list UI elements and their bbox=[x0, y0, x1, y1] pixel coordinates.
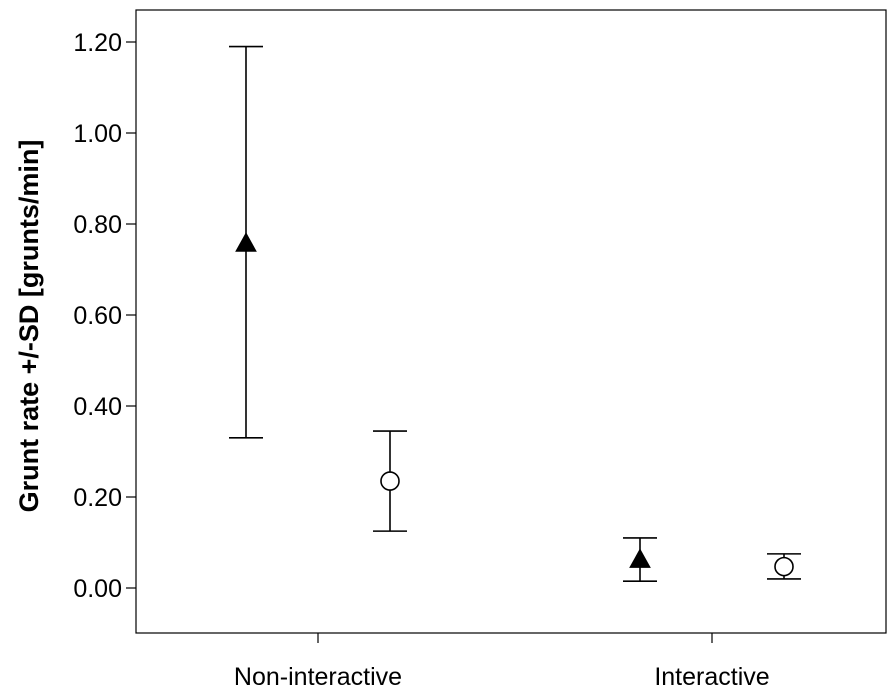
y-tick-label: 0.80 bbox=[73, 211, 122, 239]
y-tick-label: 0.00 bbox=[73, 575, 122, 603]
x-tick-label-interactive: Interactive bbox=[654, 663, 769, 691]
marker-circle bbox=[380, 471, 400, 491]
y-axis: 0.00 0.20 0.40 0.60 0.80 1.00 1.20 bbox=[73, 29, 136, 603]
marker-triangle bbox=[629, 548, 651, 568]
y-tick-label: 0.40 bbox=[73, 393, 122, 421]
y-tick-label: 0.60 bbox=[73, 302, 122, 330]
error-bar-series-1-point-2 bbox=[623, 537, 657, 582]
error-bar-series-1-point-1 bbox=[229, 45, 263, 439]
plot-frame bbox=[135, 9, 887, 634]
y-tick-label: 1.00 bbox=[73, 120, 122, 148]
marker-triangle bbox=[235, 232, 257, 252]
error-bar-series-2-point-1 bbox=[373, 430, 407, 532]
data-marks bbox=[229, 45, 801, 582]
marker-circle bbox=[774, 556, 794, 577]
x-tick-label-non-interactive: Non-interactive bbox=[234, 663, 402, 691]
y-tick-label: 1.20 bbox=[73, 29, 122, 57]
error-bar-series-2-point-2 bbox=[767, 553, 801, 580]
y-axis-title: Grunt rate +/-SD [grunts/min] bbox=[14, 140, 44, 513]
x-axis: Non-interactive Interactive bbox=[234, 633, 770, 691]
y-tick-label: 0.20 bbox=[73, 484, 122, 512]
